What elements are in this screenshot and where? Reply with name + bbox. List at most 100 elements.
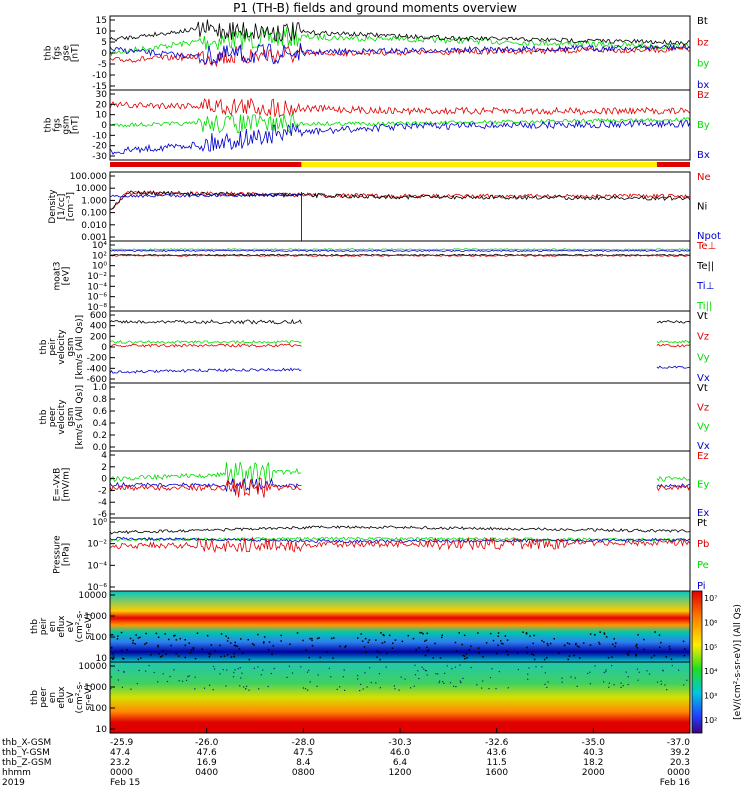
mode-bar-yellow — [301, 162, 657, 167]
ion-speckle — [122, 658, 125, 660]
ion-speckle — [546, 657, 548, 659]
ion-speckle — [117, 635, 119, 637]
ion-speckle — [302, 639, 304, 642]
ion-speckle — [164, 633, 166, 635]
y-tick-label: 0.6 — [93, 407, 108, 417]
trace-bz — [109, 44, 691, 68]
trace-Pe — [109, 536, 691, 542]
y-tick-label: 0.0 — [93, 443, 108, 453]
x-axis-value: 39.2 — [670, 748, 690, 758]
electron-speckle — [413, 685, 415, 687]
legend-ey: Ey — [697, 480, 709, 491]
x-axis-value: 20.3 — [670, 758, 690, 768]
electron-speckle — [304, 688, 307, 690]
electron-speckle — [460, 681, 462, 683]
ion-speckle — [168, 638, 170, 641]
electron-speckle — [212, 665, 215, 668]
trace-Pt — [109, 525, 691, 535]
ion-speckle — [365, 651, 367, 653]
y-axis-label: Pressure — [53, 535, 63, 574]
trace-by — [109, 27, 691, 57]
ion-speckle — [210, 644, 213, 646]
electron-speckle — [246, 685, 248, 687]
y-axis-label: peer — [39, 687, 49, 708]
ion-speckle — [262, 642, 265, 644]
ion-speckle — [233, 655, 235, 658]
x-axis-value: -37.0 — [667, 738, 691, 748]
electron-speckle — [459, 680, 461, 682]
colorbar-tick-label: 10⁶ — [704, 618, 717, 627]
y-axis-label: gse — [62, 45, 72, 61]
ion-speckle — [220, 655, 222, 658]
electron-speckle — [330, 676, 332, 678]
ion-speckle — [383, 641, 386, 643]
y-tick-label: 10⁻² — [87, 272, 107, 282]
trace-Ey — [109, 461, 302, 484]
ion-speckle — [500, 642, 503, 645]
electron-speckle — [267, 685, 269, 688]
y-tick-label: 400 — [90, 322, 107, 332]
trace-Pi — [109, 536, 691, 544]
electron-speckle — [491, 668, 493, 670]
x-axis-value: 18.2 — [583, 758, 603, 768]
electron-speckle — [638, 671, 640, 673]
ion-speckle — [192, 647, 195, 649]
ion-speckle — [599, 631, 601, 633]
x-axis-value: 46.0 — [390, 748, 410, 758]
ion-speckle — [578, 646, 580, 648]
legend-bx: bx — [697, 80, 709, 91]
legend-by: by — [697, 59, 709, 70]
electron-speckle — [544, 672, 546, 674]
ion-speckle — [388, 634, 391, 637]
electron-speckle — [660, 680, 662, 682]
ion-speckle — [458, 632, 460, 634]
ion-speckle — [478, 652, 480, 654]
ion-speckle — [464, 657, 466, 660]
electron-speckle — [273, 667, 275, 670]
y-tick-label: 30 — [96, 90, 108, 100]
electron-speckle — [243, 686, 245, 688]
ion-speckle — [296, 632, 299, 634]
y-axis-label: [1/cc] — [57, 194, 67, 220]
ion-speckle — [227, 637, 230, 639]
ion-speckle — [157, 646, 159, 648]
ion-speckle — [507, 653, 509, 656]
ion-speckle — [506, 639, 509, 641]
electron-speckle — [110, 688, 112, 690]
electron-speckle — [260, 674, 262, 676]
electron-speckle — [656, 681, 659, 683]
ion-speckle — [112, 658, 114, 660]
y-tick-label: -200 — [87, 354, 108, 364]
x-axis-value: 43.6 — [487, 748, 507, 758]
colorbar-tick-label: 10⁵ — [704, 643, 717, 652]
electron-speckle — [489, 677, 492, 679]
electron-speckle — [547, 681, 549, 683]
electron-speckle — [541, 666, 543, 668]
electron-speckle — [359, 690, 361, 692]
x-axis-value: 8.4 — [296, 758, 311, 768]
ion-speckle — [111, 634, 114, 636]
ion-speckle — [339, 645, 341, 648]
y-axis-label: [km/s (All Qs)] — [75, 385, 85, 449]
ion-speckle — [158, 653, 160, 655]
electron-speckle — [239, 667, 241, 669]
trace-Vt — [656, 320, 691, 324]
ion-speckle — [635, 645, 637, 647]
electron-speckle — [488, 688, 490, 690]
ion-speckle — [289, 643, 291, 645]
electron-speckle — [194, 688, 196, 690]
legend-vy: Vy — [697, 352, 710, 363]
electron-speckle — [576, 685, 578, 687]
ion-speckle — [502, 643, 504, 645]
electron-speckle — [437, 673, 439, 675]
ion-speckle — [567, 658, 569, 661]
ion-speckle — [426, 646, 428, 649]
electron-speckle — [226, 669, 228, 671]
y-tick-label: 10.000 — [76, 184, 108, 194]
ion-speckle — [497, 635, 499, 637]
electron-speckle — [605, 671, 607, 673]
y-tick-label: 10⁻⁴ — [87, 561, 107, 571]
ion-speckle — [532, 654, 535, 656]
legend-pi: Pi — [697, 581, 706, 592]
